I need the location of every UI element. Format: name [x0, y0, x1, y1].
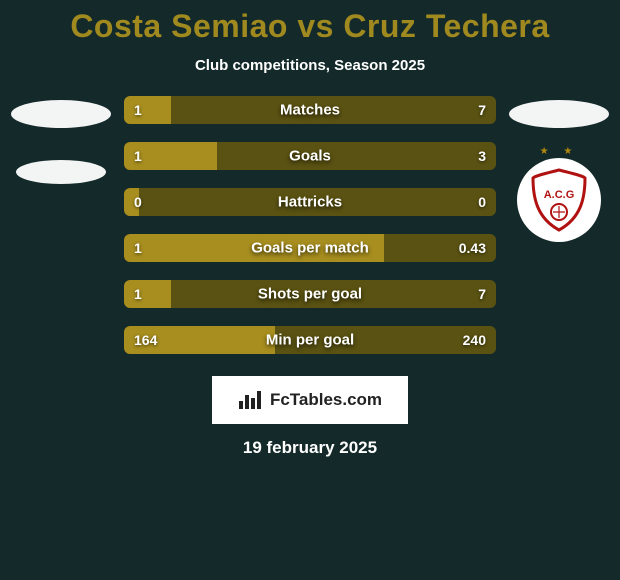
club-logo-text: A.C.G	[544, 189, 575, 201]
stat-label: Shots per goal	[258, 286, 362, 303]
page-title: Costa Semiao vs Cruz Techera	[0, 0, 620, 45]
stat-bar: 1 7 Shots per goal	[124, 280, 496, 308]
body-row: 1 7 Matches 1 3 Goals 0 0 Hattricks 1 0.43 Goals pe…	[0, 96, 620, 354]
stat-bar-fill	[124, 96, 171, 124]
stat-label: Goals	[289, 148, 331, 165]
club-left-logo-placeholder	[16, 160, 106, 184]
right-side: ★ ★ A.C.G	[504, 96, 614, 242]
stat-left-value: 1	[134, 240, 142, 256]
stat-left-value: 1	[134, 102, 142, 118]
stat-left-value: 0	[134, 194, 142, 210]
stat-right-value: 3	[478, 148, 486, 164]
stat-label: Matches	[280, 102, 340, 119]
stat-bar: 1 7 Matches	[124, 96, 496, 124]
stat-label: Min per goal	[266, 332, 354, 349]
date-text: 19 february 2025	[0, 438, 620, 458]
stat-left-value: 1	[134, 286, 142, 302]
stat-right-value: 240	[463, 332, 486, 348]
stat-bar: 1 0.43 Goals per match	[124, 234, 496, 262]
player-left-photo-placeholder	[11, 100, 111, 128]
infographic-root: Costa Semiao vs Cruz Techera Club compet…	[0, 0, 620, 580]
stat-right-value: 7	[478, 102, 486, 118]
stat-label: Goals per match	[251, 240, 369, 257]
stat-bar: 164 240 Min per goal	[124, 326, 496, 354]
stat-bar: 1 3 Goals	[124, 142, 496, 170]
stats-bars: 1 7 Matches 1 3 Goals 0 0 Hattricks 1 0.43 Goals pe…	[116, 96, 504, 354]
player-right-photo-placeholder	[509, 100, 609, 128]
shield-icon: A.C.G	[529, 168, 589, 232]
stat-left-value: 1	[134, 148, 142, 164]
branding-badge: FcTables.com	[212, 376, 408, 424]
stat-right-value: 0.43	[459, 240, 486, 256]
club-stars-icon: ★ ★	[540, 146, 579, 157]
left-side	[6, 96, 116, 184]
stat-bar-fill	[124, 280, 171, 308]
subtitle: Club competitions, Season 2025	[0, 57, 620, 74]
stat-right-value: 7	[478, 286, 486, 302]
bar-chart-icon	[238, 389, 264, 411]
stat-bar: 0 0 Hattricks	[124, 188, 496, 216]
branding-text: FcTables.com	[270, 390, 382, 410]
stat-right-value: 0	[478, 194, 486, 210]
club-right-logo: ★ ★ A.C.G	[517, 158, 601, 242]
stat-left-value: 164	[134, 332, 157, 348]
stat-label: Hattricks	[278, 194, 342, 211]
